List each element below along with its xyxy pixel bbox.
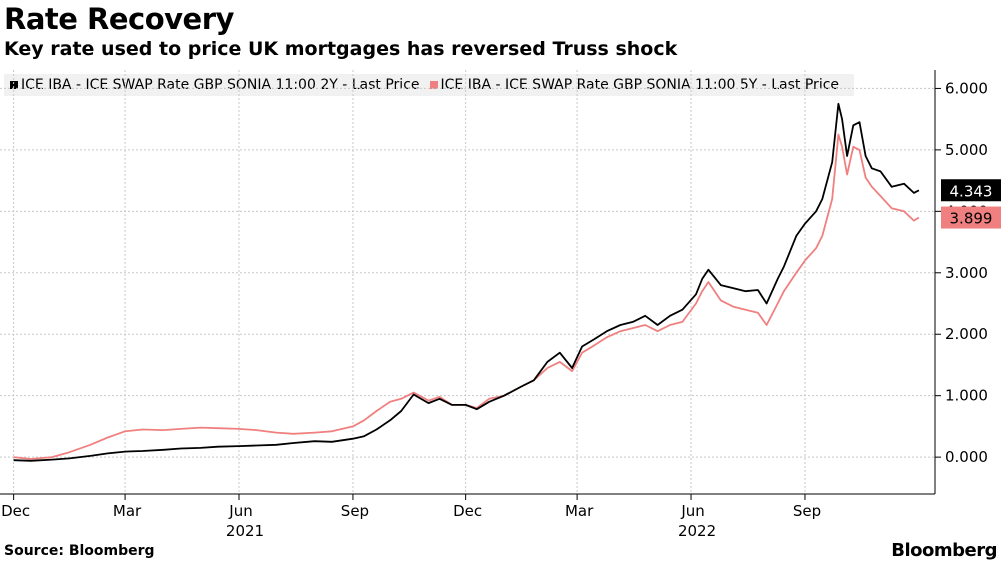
x-tick-label: Jun [228, 502, 252, 520]
x-tick-label: Dec [453, 502, 482, 520]
y-tick-label: 0.000 [945, 448, 988, 466]
y-tick-label: 2.000 [945, 325, 988, 343]
y-tick-label: 6.000 [945, 79, 988, 97]
x-year-label: 2022 [678, 522, 716, 540]
x-tick-label: Dec [1, 502, 30, 520]
y-tick-label: 3.000 [945, 264, 988, 282]
x-year-label: 2021 [226, 522, 264, 540]
series-line-5y [13, 133, 920, 460]
legend-item-5y: ICE IBA - ICE SWAP Rate GBP SONIA 11:00 … [429, 77, 840, 93]
legend-label-2y: ICE IBA - ICE SWAP Rate GBP SONIA 11:00 … [21, 77, 420, 93]
chart-title: Rate Recovery [4, 2, 234, 36]
last-value-tag-2y-bg [941, 179, 1001, 202]
legend-label-5y: ICE IBA - ICE SWAP Rate GBP SONIA 11:00 … [440, 77, 840, 93]
legend-item-2y: ICE IBA - ICE SWAP Rate GBP SONIA 11:00 … [10, 77, 420, 93]
x-tick-label: Sep [793, 502, 821, 520]
chart-subtitle: Key rate used to price UK mortgages has … [4, 38, 678, 60]
legend-swatch-5y [429, 81, 438, 89]
series-line-2y [13, 102, 920, 462]
x-tick-label: Jun [680, 502, 704, 520]
legend-swatch-2y [10, 81, 18, 89]
x-tick-label: Mar [113, 502, 142, 520]
last-value-tag-5y-bg [941, 206, 1001, 229]
last-value-tag-5y: 3.899 [950, 210, 993, 228]
last-value-tag-2y: 4.343 [950, 182, 993, 200]
bloomberg-logo: Bloomberg [891, 540, 997, 561]
y-tick-label: 1.000 [945, 387, 988, 405]
x-tick-label: Sep [341, 502, 369, 520]
source-note: Source: Bloomberg [4, 543, 155, 559]
legend: ICE IBA - ICE SWAP Rate GBP SONIA 11:00 … [4, 74, 854, 96]
y-tick-label: 5.000 [945, 141, 988, 159]
x-tick-label: Mar [565, 502, 594, 520]
